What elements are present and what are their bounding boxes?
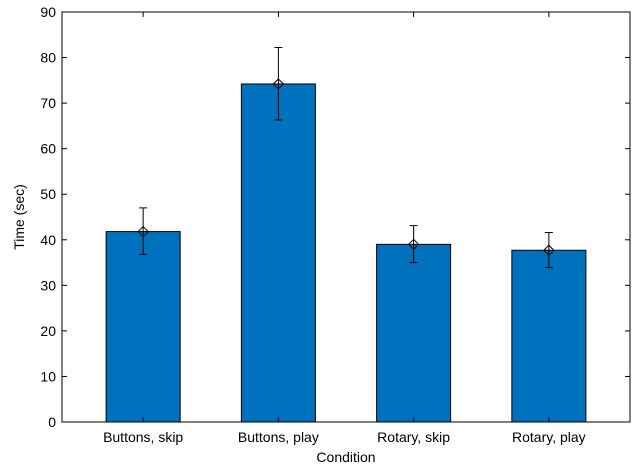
x-axis-ticks: Buttons, skip Buttons, play Rotary, skip Ro…: [103, 12, 586, 445]
y-tick-label: 20: [40, 323, 56, 339]
x-tick-label: Rotary, play: [512, 429, 586, 445]
y-tick-label: 80: [40, 50, 56, 66]
y-tick-label: 60: [40, 141, 56, 157]
x-axis-label: Condition: [316, 449, 375, 465]
y-axis-label: Time (sec): [11, 184, 27, 250]
y-tick-label: 30: [40, 277, 56, 293]
bar: [240, 83, 316, 423]
y-axis-ticks: 0 10 20 30 40 50 60 70 80 90: [40, 4, 630, 430]
diamond-marker: [272, 78, 285, 90]
plot-frame: [61, 11, 631, 423]
y-tick-label: 40: [40, 232, 56, 248]
x-tick-label: Rotary, skip: [377, 429, 450, 445]
x-tick-label: Buttons, skip: [103, 429, 183, 445]
markers-group: [137, 78, 555, 256]
bar: [105, 231, 181, 423]
bar: [511, 249, 587, 423]
y-tick-label: 70: [40, 95, 56, 111]
diamond-marker: [543, 244, 555, 256]
y-tick-label: 50: [40, 186, 56, 202]
y-tick-label: 0: [48, 414, 56, 430]
bar: [376, 243, 452, 423]
y-tick-label: 90: [40, 4, 56, 20]
y-tick-label: 10: [40, 368, 56, 384]
error-bars-group: [139, 47, 553, 269]
x-tick-label: Buttons, play: [238, 429, 319, 445]
diamond-marker: [407, 238, 420, 251]
diamond-marker: [137, 225, 149, 238]
bars-group: [105, 83, 587, 423]
